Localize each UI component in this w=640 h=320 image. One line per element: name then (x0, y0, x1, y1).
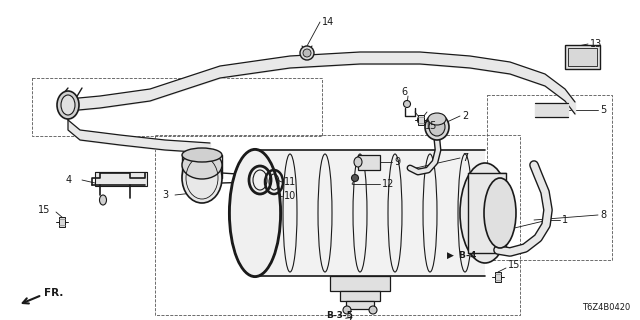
Text: 13: 13 (590, 39, 602, 49)
Ellipse shape (369, 306, 377, 314)
Text: 12: 12 (382, 179, 394, 189)
Ellipse shape (351, 174, 358, 181)
Bar (330, 276, 390, 291)
Bar (495, 272, 501, 282)
Text: FR.: FR. (44, 288, 63, 298)
Ellipse shape (182, 151, 222, 179)
Bar (358, 155, 380, 170)
Text: $\blacktriangleright$ B-4: $\blacktriangleright$ B-4 (445, 249, 477, 260)
Bar (255, 150, 485, 276)
Bar (95, 172, 147, 186)
Bar (155, 135, 520, 315)
Ellipse shape (61, 95, 75, 115)
Ellipse shape (57, 91, 79, 119)
Text: 5: 5 (600, 105, 606, 115)
Text: 7: 7 (462, 153, 468, 163)
Text: 8: 8 (600, 210, 606, 220)
Ellipse shape (182, 148, 222, 162)
Ellipse shape (403, 100, 410, 108)
Bar (32, 78, 322, 136)
Bar (487, 95, 612, 260)
Text: 14: 14 (322, 17, 334, 27)
Text: 1: 1 (562, 215, 568, 225)
Ellipse shape (354, 157, 362, 167)
Text: 3: 3 (162, 190, 168, 200)
Text: 9: 9 (394, 157, 400, 167)
Ellipse shape (99, 195, 106, 205)
Text: T6Z4B0420: T6Z4B0420 (582, 303, 630, 312)
Ellipse shape (343, 306, 351, 314)
Bar (418, 115, 424, 125)
Text: 11: 11 (284, 177, 296, 187)
Ellipse shape (182, 153, 222, 203)
Ellipse shape (428, 113, 446, 125)
Text: 4: 4 (66, 175, 72, 185)
Bar (468, 173, 506, 253)
Bar (565, 45, 600, 69)
Ellipse shape (300, 46, 314, 60)
Text: 10: 10 (284, 191, 296, 201)
Bar (346, 301, 374, 309)
Ellipse shape (417, 116, 424, 124)
Text: 15: 15 (38, 205, 50, 215)
Text: 6: 6 (401, 87, 407, 97)
Text: 15: 15 (425, 121, 437, 131)
Ellipse shape (429, 118, 445, 136)
Text: 15: 15 (508, 260, 520, 270)
Bar (568, 48, 597, 66)
Text: 2: 2 (462, 111, 468, 121)
Ellipse shape (425, 114, 449, 140)
Bar (340, 291, 380, 301)
Bar (59, 217, 65, 227)
Ellipse shape (303, 49, 311, 57)
Ellipse shape (460, 163, 510, 263)
Ellipse shape (230, 150, 280, 276)
Ellipse shape (484, 178, 516, 248)
Text: B-3-5: B-3-5 (326, 311, 353, 320)
